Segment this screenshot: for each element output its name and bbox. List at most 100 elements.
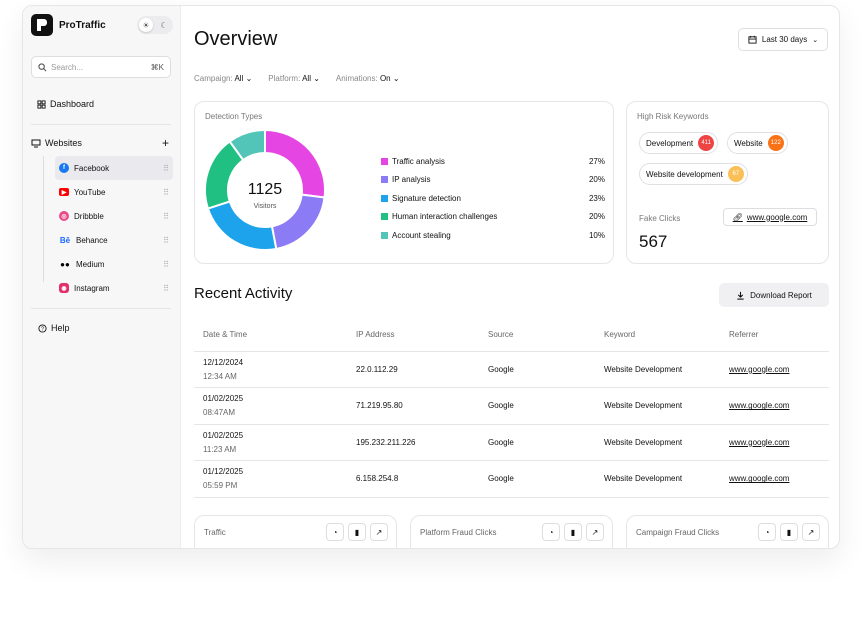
column-header[interactable]: IP Address: [347, 319, 479, 352]
nav-websites[interactable]: Websites: [31, 138, 82, 148]
calendar-icon: [748, 35, 757, 44]
tree-line: [43, 156, 44, 282]
donut-slice-ip-analysis[interactable]: [270, 193, 326, 251]
column-header[interactable]: Referrer: [720, 319, 829, 352]
filter-bar: Campaign: All ⌄ Platform: All ⌄ Animatio…: [194, 74, 400, 83]
activity-table: Date & Time IP Address Source Keyword Re…: [194, 319, 829, 498]
bar-chart-icon[interactable]: ▮: [348, 523, 366, 541]
table-row[interactable]: 12/12/2024 12:34 AM 22.0.112.29 Google We…: [194, 351, 829, 388]
legend-item[interactable]: Account stealing 10%: [381, 226, 605, 245]
date-range-label: Last 30 days: [761, 35, 808, 44]
drag-handle-icon[interactable]: ⠿: [163, 283, 169, 293]
sidebar-item-dribbble[interactable]: ◎ Dribbble ⠿: [55, 204, 173, 228]
table-row[interactable]: 01/02/2025 11:23 AM 195.232.211.226 Googl…: [194, 424, 829, 461]
legend-item[interactable]: Traffic analysis 27%: [381, 152, 605, 171]
legend-item[interactable]: Signature detection 23%: [381, 189, 605, 208]
keyword-chip[interactable]: Website 122: [727, 132, 788, 154]
drag-handle-icon[interactable]: ⠿: [163, 235, 169, 245]
filter-campaign[interactable]: Campaign: All ⌄: [194, 74, 253, 83]
nav-websites-label: Websites: [45, 138, 82, 148]
chevron-down-icon: ⌄: [245, 74, 253, 83]
search-input[interactable]: Search... ⌘K: [31, 56, 171, 78]
legend-label: Traffic analysis: [392, 156, 445, 166]
youtube-icon: ▶: [59, 188, 69, 196]
nav-help[interactable]: ? Help: [38, 323, 70, 333]
moon-icon[interactable]: ☾: [160, 20, 168, 30]
date-range-dropdown[interactable]: Last 30 days ⌄: [738, 28, 828, 51]
site-label: Facebook: [74, 163, 110, 173]
site-label: Instagram: [74, 283, 110, 293]
add-website-button[interactable]: +: [162, 136, 169, 150]
website-list: f Facebook ⠿ ▶ YouTube ⠿ ◎ Dribbble ⠿ Bē…: [35, 156, 173, 300]
legend-swatch: [381, 176, 388, 184]
keyword-chip[interactable]: Development 411: [639, 132, 719, 154]
nav-dashboard[interactable]: Dashboard: [37, 99, 94, 109]
sidebar-item-instagram[interactable]: ◉ Instagram ⠿: [55, 276, 173, 300]
fake-clicks-value: 567: [639, 232, 668, 251]
table-row[interactable]: 01/02/2025 08:47AM 71.219.95.80 Google We…: [194, 387, 829, 425]
legend-swatch: [381, 231, 388, 239]
nav-dashboard-label: Dashboard: [50, 99, 95, 109]
referrer-link-button[interactable]: 🔗︎ www.google.com: [723, 208, 817, 226]
brand[interactable]: ProTraffic: [31, 14, 106, 36]
drag-handle-icon[interactable]: ⠿: [163, 259, 169, 269]
drag-handle-icon[interactable]: ⠿: [163, 211, 169, 221]
legend-swatch: [381, 194, 388, 202]
legend-percentage: 20%: [588, 212, 605, 222]
sidebar-item-youtube[interactable]: ▶ YouTube ⠿: [55, 180, 173, 204]
legend-percentage: 23%: [588, 193, 605, 203]
chevron-down-icon: ⌄: [392, 74, 400, 83]
line-chart-icon[interactable]: ↗: [586, 523, 604, 541]
referrer-link[interactable]: www.google.com: [720, 387, 829, 425]
legend-label: Human interaction challenges: [392, 212, 498, 222]
legend-percentage: 10%: [588, 230, 605, 240]
site-label: YouTube: [74, 187, 106, 197]
site-label: Medium: [76, 259, 105, 269]
table-row[interactable]: 01/12/2025 05:59 PM 6.158.254.8 Google We…: [194, 460, 829, 498]
sidebar-item-behance[interactable]: Bē Behance ⠿: [55, 228, 173, 252]
legend-item[interactable]: IP analysis 20%: [381, 171, 605, 190]
pie-chart-icon[interactable]: ◔: [758, 523, 776, 541]
dribbble-icon: ◎: [59, 211, 69, 221]
bar-chart-icon[interactable]: ▮: [564, 523, 582, 541]
card-title: Detection Types: [205, 112, 263, 121]
legend-percentage: 20%: [588, 175, 605, 185]
chevron-down-icon: ⌄: [812, 36, 819, 44]
bar-chart-icon[interactable]: ▮: [780, 523, 798, 541]
donut-slice-account-stealing[interactable]: [228, 128, 266, 162]
legend-percentage: 27%: [588, 156, 605, 166]
theme-toggle[interactable]: ☀ ☾: [137, 16, 173, 34]
drag-handle-icon[interactable]: ⠿: [163, 163, 169, 173]
column-header[interactable]: Date & Time: [194, 319, 347, 352]
site-label: Dribbble: [74, 211, 104, 221]
line-chart-icon[interactable]: ↗: [370, 523, 388, 541]
column-header[interactable]: Keyword: [595, 319, 720, 352]
pie-chart-icon[interactable]: ◔: [542, 523, 560, 541]
referrer-link[interactable]: www.google.com: [720, 424, 829, 461]
sun-icon[interactable]: ☀: [139, 18, 153, 32]
legend-item[interactable]: Human interaction challenges 20%: [381, 208, 605, 227]
referrer-link[interactable]: www.google.com: [720, 351, 829, 388]
column-header[interactable]: Source: [479, 319, 595, 352]
legend-label: Signature detection: [392, 193, 461, 203]
filter-platform[interactable]: Platform: All ⌄: [268, 74, 320, 83]
filter-animations[interactable]: Animations: On ⌄: [335, 74, 400, 83]
donut-chart: 1125 Visitors: [204, 128, 326, 251]
divider: [31, 124, 171, 125]
drag-handle-icon[interactable]: ⠿: [163, 187, 169, 197]
keyword-chip[interactable]: Website development 67: [639, 163, 748, 185]
download-report-button[interactable]: Download Report: [719, 283, 829, 307]
sidebar: ProTraffic ☀ ☾ Search... ⌘K Dashboard We…: [23, 6, 181, 548]
section-title: Recent Activity: [194, 285, 293, 302]
sidebar-item-facebook[interactable]: f Facebook ⠿: [55, 156, 173, 180]
sidebar-item-medium[interactable]: ●● Medium ⠿: [55, 252, 173, 276]
pie-chart-icon[interactable]: ◔: [326, 523, 344, 541]
high-risk-keywords-card: High Risk Keywords Development 411 Websi…: [626, 101, 829, 264]
fake-clicks-label: Fake Clicks: [639, 214, 681, 223]
line-chart-icon[interactable]: ↗: [802, 523, 820, 541]
monitor-icon: [31, 139, 41, 147]
facebook-icon: f: [59, 163, 69, 173]
referrer-link[interactable]: www.google.com: [720, 460, 829, 498]
campaign-fraud-clicks-card: Campaign Fraud Clicks ◔ ▮ ↗: [626, 515, 829, 548]
instagram-icon: ◉: [59, 283, 69, 293]
